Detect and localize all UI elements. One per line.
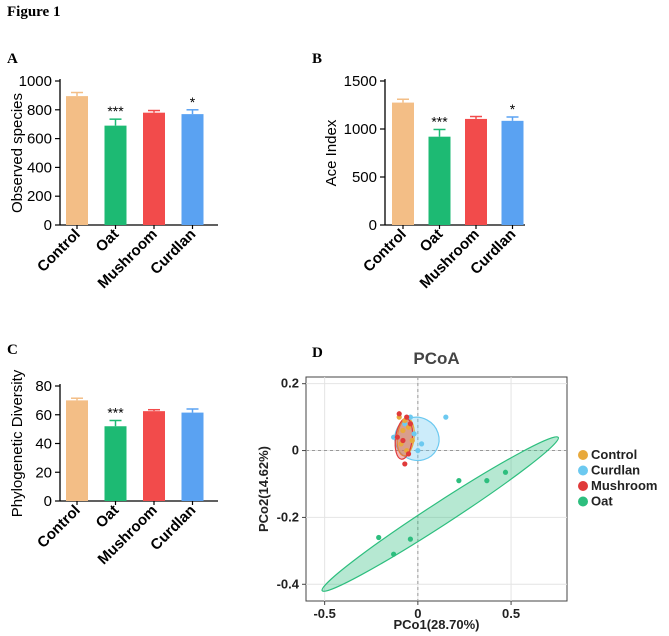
y-tick-label: 200 — [27, 188, 52, 205]
point-oat — [456, 478, 462, 484]
point-curdlan — [407, 414, 413, 420]
y-axis-title: PCo2(14.62%) — [256, 446, 271, 532]
bar-curdlan — [181, 412, 204, 501]
y-axis-title: Observed species — [9, 93, 26, 213]
panel-letter: B — [312, 51, 322, 67]
category-label: Oat — [93, 502, 123, 532]
point-oat — [376, 534, 382, 541]
point-curdlan — [415, 447, 421, 454]
legend-swatch-mushroom — [578, 481, 588, 491]
significance-marker: * — [510, 101, 516, 117]
point-oat — [484, 478, 490, 484]
y-tick-label: 80 — [35, 378, 52, 395]
panel-d: D PCoA -0.5 0 0.5 0.2 0 -0.2 -0.4 PCo1(28.70%) PCo… — [256, 345, 657, 632]
point-curdlan — [418, 441, 425, 447]
legend-label-mushroom: Mushroom — [591, 478, 657, 493]
y-tick-label: 600 — [27, 131, 52, 148]
panel-letter: D — [312, 345, 323, 361]
bar-oat — [104, 426, 127, 501]
legend-label-control: Control — [591, 447, 637, 462]
point-curdlan — [391, 434, 397, 440]
confidence-ellipse-oat — [321, 436, 560, 592]
point-oat — [391, 551, 397, 557]
significance-marker: *** — [431, 113, 448, 129]
y-axis-title: Phylogenetic Diversity — [9, 369, 26, 517]
category-label: Oat — [417, 226, 447, 256]
point-curdlan — [443, 414, 449, 420]
y-tick-label: 1000 — [19, 73, 52, 90]
point-control — [409, 437, 415, 444]
point-mushroom — [400, 437, 406, 444]
point-mushroom — [405, 451, 412, 457]
bar-mushroom — [143, 411, 165, 501]
category-label: Control — [360, 226, 410, 276]
point-mushroom — [404, 414, 410, 420]
bar-control — [66, 96, 88, 226]
significance-marker: *** — [107, 103, 124, 119]
point-oat — [502, 469, 509, 475]
plot-frame — [305, 376, 568, 602]
y-tick-label: 1500 — [344, 73, 377, 90]
bar-oat — [428, 136, 451, 225]
panel-a: A 0 200 400 600 800 1000 Observed species Contro… — [7, 51, 218, 292]
y-tick-label: -0.2 — [277, 509, 299, 524]
point-oat — [407, 536, 413, 542]
bar-control — [66, 400, 88, 501]
legend-swatch-oat — [578, 496, 588, 507]
panel-letter: C — [7, 342, 18, 358]
category-label: Control — [34, 502, 84, 552]
y-tick-label: 60 — [35, 407, 52, 424]
y-tick-label: -0.4 — [277, 576, 300, 591]
bar-curdlan — [181, 114, 204, 225]
point-control — [400, 427, 406, 434]
y-tick-label: 1000 — [344, 121, 377, 138]
bar-control — [392, 102, 414, 225]
y-tick-label: 400 — [27, 159, 52, 176]
bar-oat — [104, 125, 127, 225]
y-tick-label: 20 — [35, 464, 52, 481]
chart-title: PCoA — [413, 349, 459, 368]
point-mushroom — [407, 421, 413, 427]
figure-title: Figure 1 — [7, 4, 60, 20]
point-mushroom — [402, 461, 408, 467]
y-tick-label: 0 — [292, 443, 299, 458]
panel-letter: A — [7, 51, 18, 67]
x-tick-label: -0.5 — [313, 606, 335, 621]
y-tick-label: 800 — [27, 102, 52, 119]
y-tick-label: 500 — [352, 169, 377, 186]
legend-swatch-curdlan — [578, 465, 588, 476]
category-label: Oat — [93, 226, 123, 256]
y-tick-label: 0.2 — [281, 376, 299, 391]
y-tick-label: 0 — [369, 217, 377, 234]
bar-curdlan — [501, 120, 524, 225]
point-curdlan — [411, 431, 417, 437]
bar-mushroom — [465, 118, 487, 225]
panel-c: C 0 20 40 60 80 Phylogenetic Diversity Control *… — [7, 342, 218, 568]
x-axis-title: PCo1(28.70%) — [394, 617, 480, 632]
x-tick-label: 0.5 — [502, 606, 520, 621]
category-label: Control — [34, 226, 84, 276]
legend-swatch-control — [578, 450, 588, 460]
significance-marker: *** — [107, 405, 124, 421]
y-tick-label: 40 — [35, 436, 52, 453]
y-axis-title: Ace Index — [323, 119, 340, 186]
legend-label-oat: Oat — [591, 494, 613, 509]
y-tick-label: 0 — [44, 493, 52, 510]
point-mushroom — [396, 411, 402, 417]
y-tick-label: 0 — [44, 217, 52, 234]
point-mushroom — [394, 434, 400, 440]
legend-label-curdlan: Curdlan — [591, 463, 640, 478]
x-tick-label: 0 — [414, 606, 421, 621]
significance-marker: * — [190, 94, 196, 110]
bar-mushroom — [143, 112, 165, 225]
